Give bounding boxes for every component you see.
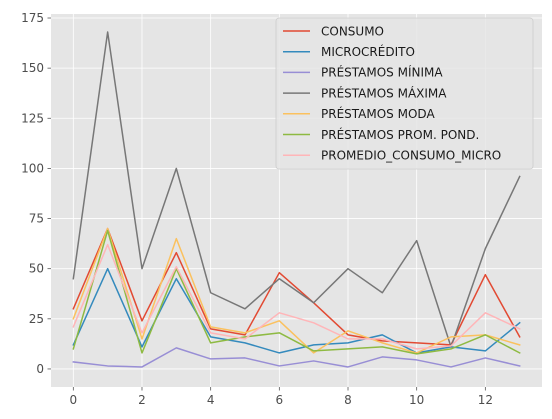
legend-label: PROMEDIO_CONSUMO_MICRO bbox=[321, 149, 501, 163]
x-tick-label: 8 bbox=[344, 393, 352, 407]
legend-label: PRÉSTAMOS MÁXIMA bbox=[321, 85, 447, 100]
legend-label: PRÉSTAMOS PROM. POND. bbox=[321, 127, 479, 142]
x-tick-label: 12 bbox=[478, 393, 493, 407]
legend-label: PRÉSTAMOS MODA bbox=[321, 106, 435, 121]
y-tick-label: 100 bbox=[21, 161, 44, 175]
x-tick-label: 10 bbox=[409, 393, 424, 407]
x-tick-label: 6 bbox=[276, 393, 284, 407]
x-tick-label: 4 bbox=[207, 393, 215, 407]
legend-label: CONSUMO bbox=[321, 24, 384, 38]
series-lines bbox=[72, 31, 521, 368]
y-tick-label: 50 bbox=[29, 262, 44, 276]
x-axis-ticks: 0 2 4 6 8 10 12 bbox=[69, 387, 493, 407]
y-tick-label: 175 bbox=[21, 11, 44, 25]
x-tick-label: 2 bbox=[138, 393, 146, 407]
y-tick-label: 125 bbox=[21, 111, 44, 125]
legend-label: MICROCRÉDITO bbox=[321, 44, 415, 59]
y-tick-label: 150 bbox=[21, 61, 44, 75]
x-tick-label: 0 bbox=[69, 393, 77, 407]
legend-box bbox=[275, 17, 534, 170]
series-line bbox=[72, 267, 521, 354]
series-line bbox=[72, 243, 521, 350]
series-line bbox=[72, 31, 521, 348]
legend-label: PRÉSTAMOS MÍNIMA bbox=[321, 65, 443, 80]
series-line bbox=[72, 347, 521, 368]
legend: CONSUMO MICROCRÉDITO PRÉSTAMOS MÍNIMA PRÉST… bbox=[275, 17, 534, 170]
y-tick-label: 75 bbox=[29, 212, 44, 226]
y-tick-label: 0 bbox=[36, 362, 44, 376]
series-line bbox=[72, 229, 521, 355]
series-line bbox=[72, 227, 521, 346]
y-axis-ticks: 0 25 50 75 100 125 150 175 bbox=[21, 11, 51, 376]
y-tick-label: 25 bbox=[29, 312, 44, 326]
